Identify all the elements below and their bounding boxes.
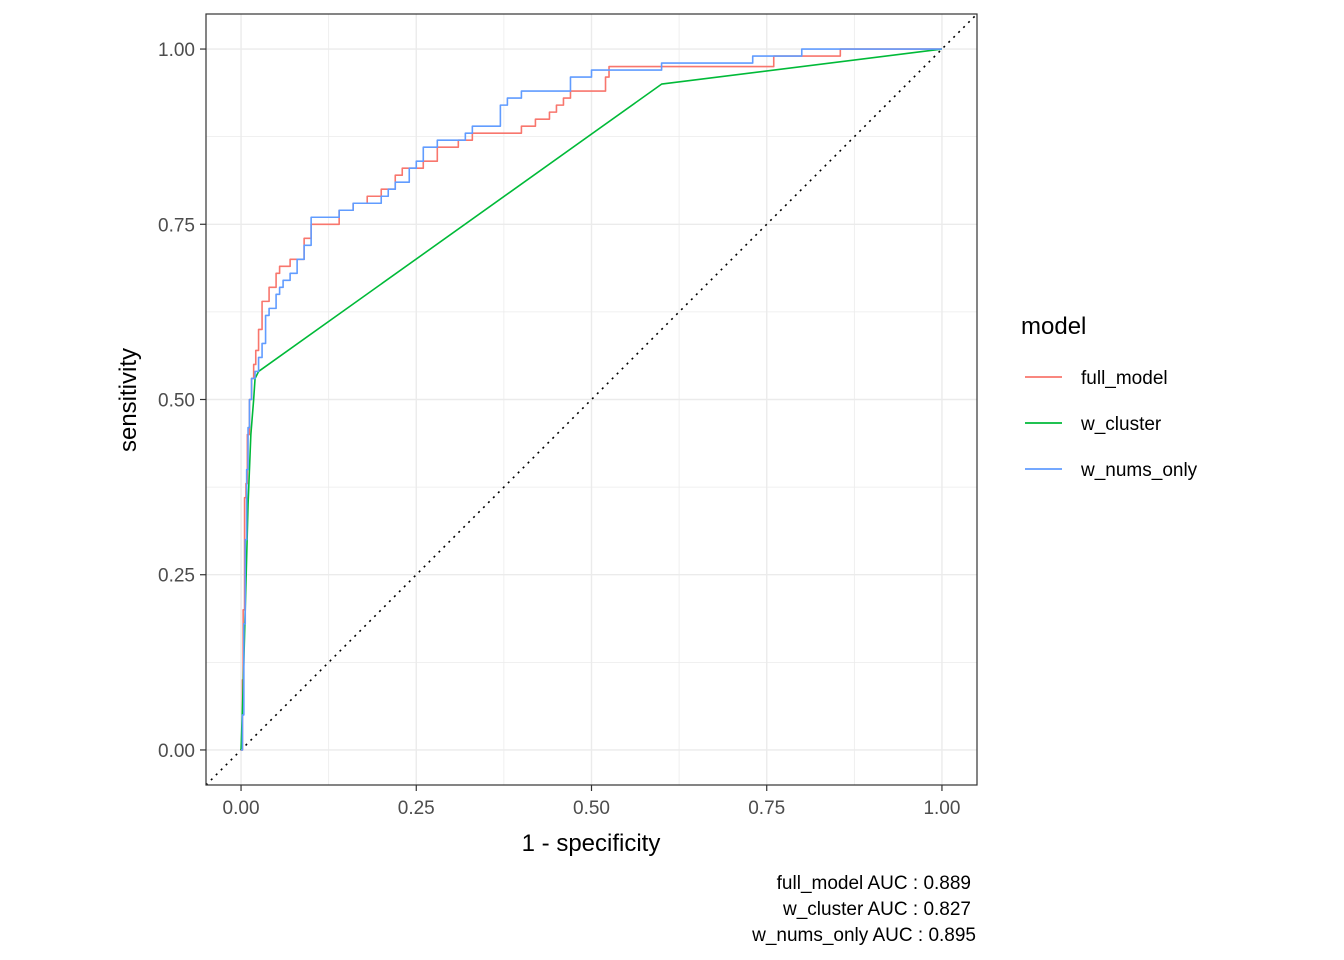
- y-tick-label: 0.00: [158, 741, 195, 762]
- x-tick-label: 0.50: [573, 798, 610, 819]
- caption-line-w-cluster: w_cluster AUC : 0.827: [782, 899, 971, 920]
- legend-label-w-nums-only: w_nums_only: [1080, 460, 1198, 481]
- x-tick-label: 0.25: [398, 798, 435, 819]
- caption-line-w-nums-only: w_nums_only AUC : 0.895: [751, 925, 976, 946]
- caption-line-full-model: full_model AUC : 0.889: [777, 873, 971, 894]
- y-tick-label: 1.00: [158, 40, 195, 61]
- major-gridlines: [206, 14, 977, 785]
- legend-label-full-model: full_model: [1081, 368, 1168, 389]
- y-tick-label: 0.25: [158, 566, 195, 587]
- legend: model full_model w_cluster w_nums_only: [1021, 313, 1198, 481]
- series-line-w-nums-only: [241, 48, 942, 751]
- x-tick-label: 0.75: [748, 798, 785, 819]
- y-tick-label: 0.50: [158, 391, 195, 412]
- x-tick-label: 0.00: [223, 798, 260, 819]
- x-tick-label: 1.00: [923, 798, 960, 819]
- auc-caption: full_model AUC : 0.889 w_cluster AUC : 0…: [751, 873, 976, 946]
- y-axis: 0.00 0.25 0.50 0.75 1.00: [158, 40, 206, 762]
- y-axis-title: sensitivity: [115, 348, 142, 452]
- legend-title: model: [1021, 313, 1086, 340]
- roc-curves: [240, 48, 943, 751]
- x-axis: 0.00 0.25 0.50 0.75 1.00: [223, 785, 960, 819]
- y-tick-label: 0.75: [158, 215, 195, 236]
- x-axis-title: 1 - specificity: [522, 830, 661, 857]
- legend-label-w-cluster: w_cluster: [1080, 414, 1162, 435]
